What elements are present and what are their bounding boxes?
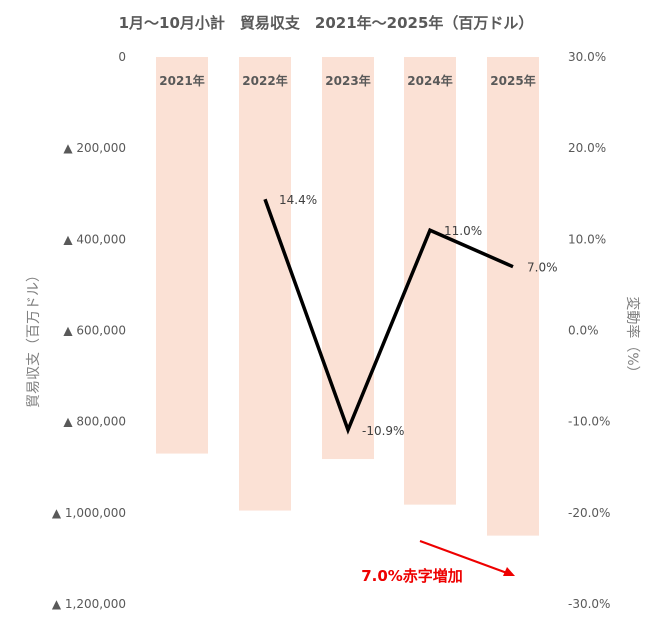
- line-series: [263, 198, 514, 435]
- line-data-label: 14.4%: [279, 193, 317, 207]
- category-label: 2023年: [325, 73, 370, 88]
- line-path: [263, 198, 514, 435]
- bar-5: [487, 57, 539, 536]
- left-axis-ticks: 0 ▲ 200,000 ▲ 400,000 ▲ 600,000 ▲ 800,000 ▲ 1…: [52, 50, 126, 611]
- category-label: 2024年: [407, 73, 452, 88]
- annotation: 7.0%赤字増加: [361, 540, 515, 585]
- bar-3: [322, 57, 374, 460]
- left-tick-label: ▲ 600,000: [63, 324, 126, 338]
- right-tick-label: 30.0%: [568, 50, 606, 64]
- right-axis-title: 変動率（%）: [624, 296, 641, 379]
- right-tick-label: 10.0%: [568, 232, 606, 246]
- category-labels: 2021年 2022年 2023年 2024年 2025年: [159, 73, 535, 88]
- left-axis-title: 貿易収支（百万ドル）: [26, 268, 42, 408]
- bar-series: [156, 57, 539, 536]
- line-data-label: -10.9%: [362, 424, 404, 438]
- category-label: 2021年: [159, 73, 204, 88]
- annotation-text: 7.0%赤字増加: [361, 567, 463, 585]
- left-tick-label: ▲ 400,000: [63, 232, 126, 246]
- chart-title: 1月～10月小計 貿易収支 2021年～2025年（百万ドル）: [119, 14, 534, 32]
- line-data-label: 11.0%: [444, 224, 482, 238]
- left-tick-label: 0: [118, 50, 126, 64]
- category-label: 2022年: [242, 73, 287, 88]
- left-tick-label: ▲ 1,200,000: [52, 597, 126, 611]
- annotation-arrow-head: [503, 567, 515, 576]
- right-tick-label: -30.0%: [568, 597, 610, 611]
- left-tick-label: ▲ 800,000: [63, 415, 126, 429]
- annotation-arrow-line: [419, 540, 508, 574]
- right-tick-label: 20.0%: [568, 141, 606, 155]
- left-tick-label: ▲ 200,000: [63, 141, 126, 155]
- right-tick-label: -10.0%: [568, 415, 610, 429]
- right-axis-ticks: 30.0% 20.0% 10.0% 0.0% -10.0% -20.0% -30.0%: [568, 50, 610, 611]
- right-tick-label: -20.0%: [568, 506, 610, 520]
- bar-1: [156, 57, 208, 454]
- right-tick-label: 0.0%: [568, 324, 599, 338]
- line-data-label: 7.0%: [527, 261, 558, 275]
- category-label: 2025年: [490, 73, 535, 88]
- bar-4: [404, 57, 456, 505]
- left-tick-label: ▲ 1,000,000: [52, 506, 126, 520]
- line-data-labels: 14.4% -10.9% 11.0% 7.0%: [279, 193, 558, 438]
- bar-2: [239, 57, 291, 511]
